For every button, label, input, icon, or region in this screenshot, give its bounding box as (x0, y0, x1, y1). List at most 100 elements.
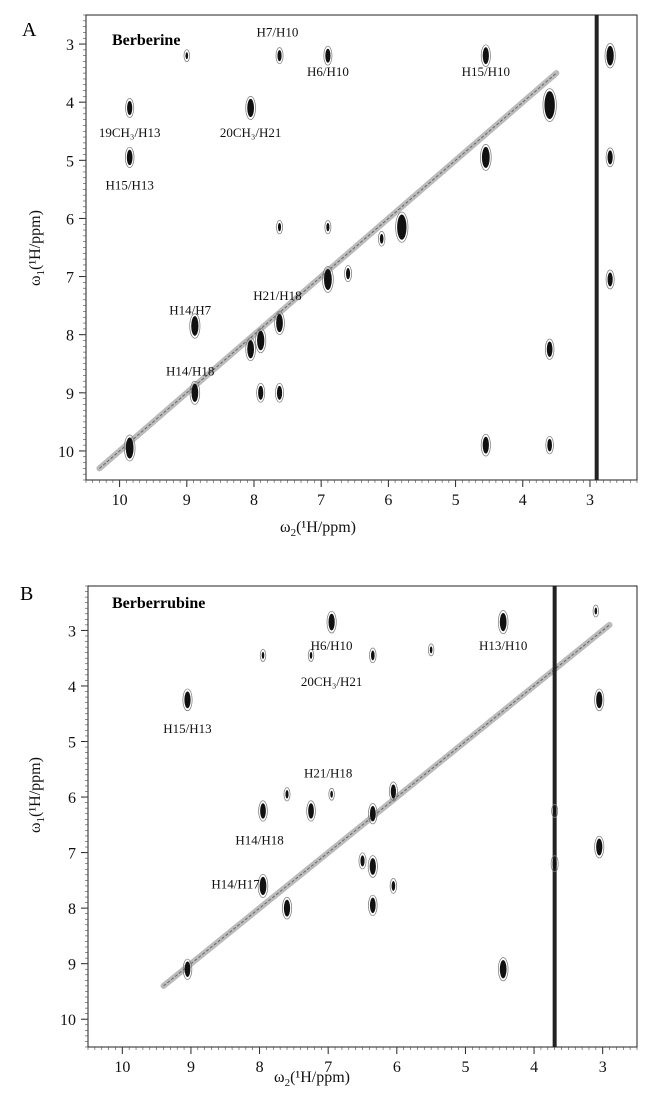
cross-peak (247, 98, 255, 118)
cross-peak (553, 806, 557, 816)
cross-peak-contour (604, 43, 616, 69)
cross-peak (596, 691, 603, 709)
cross-peak-contour (256, 382, 266, 403)
x-tick-label: 7 (324, 1059, 332, 1076)
cross-peak-contour (480, 44, 491, 67)
y-tick-label: 5 (66, 153, 74, 170)
cross-peak-contour (275, 47, 284, 65)
cross-peak (191, 316, 199, 336)
cross-peak (258, 385, 264, 400)
cross-peak-contour (276, 220, 283, 235)
panel-letter: A (22, 19, 37, 41)
cross-peak-contour (328, 787, 335, 801)
cross-peak-contour (367, 855, 378, 878)
peak-label: 20CH₃/H21 (301, 674, 363, 689)
cross-peak-contour (189, 380, 201, 405)
cross-peak (482, 436, 489, 454)
cross-peak-contour (594, 835, 605, 859)
cross-peak-contour (189, 313, 201, 339)
y-tick-label: 9 (66, 386, 74, 403)
cross-peak (283, 899, 291, 917)
x-tick-label: 6 (384, 492, 392, 509)
peak-label: H14/H7 (169, 302, 211, 317)
cross-peak (184, 961, 191, 977)
x-tick-label: 10 (114, 1059, 130, 1076)
cross-peak-contour (551, 803, 559, 818)
x-axis-units: (¹H/ppm) (290, 1069, 350, 1086)
panel-b: 10 9 8 7 6 5 4 3 3 4 5 6 7 8 9 10 H6/H10 H13/H10 20CH₃/H21… (0, 560, 649, 1093)
cross-peak-contour (257, 873, 269, 898)
cross-peak-contour (395, 211, 409, 243)
x-tick-label: 3 (586, 492, 594, 509)
cross-peak-contour (542, 88, 557, 122)
cross-peak-contour (368, 894, 378, 916)
peak-label: H13/H10 (479, 638, 527, 653)
cross-peak (544, 91, 555, 120)
cross-peak (429, 646, 433, 654)
solvent-stripe (594, 15, 599, 480)
cross-peak-contour (259, 649, 267, 662)
cross-peak (369, 897, 376, 914)
x-tick-label: 5 (461, 1059, 469, 1076)
y-tick-label: 7 (68, 846, 76, 863)
cross-peak (277, 222, 282, 232)
y-axis-symbol: ω (27, 275, 44, 286)
cross-peak-contour (545, 435, 554, 455)
y-tick-label: 10 (58, 444, 74, 461)
cross-peak-contour (283, 787, 291, 802)
cross-peak-contour (550, 855, 559, 873)
cross-peak (594, 607, 598, 615)
cross-peak-contour (255, 327, 267, 354)
peak-label: 19CH₃/H13 (99, 125, 161, 140)
peak-label: H6/H10 (311, 638, 353, 653)
cross-peak (276, 385, 283, 400)
cross-peak (260, 803, 266, 819)
cross-peak-contour (274, 311, 285, 336)
diagonal-line (163, 624, 610, 987)
panel-a: 10 9 8 7 6 5 4 3 3 4 5 6 7 8 9 10 H7/H10 H6/H10 H15/H10 19C… (22, 14, 638, 539)
cross-peak-contour (324, 220, 332, 235)
compound-name: Berberrubine (112, 595, 205, 612)
cross-peak-contour (323, 45, 333, 66)
cross-peak (369, 858, 376, 875)
cross-peak-contour (592, 604, 599, 618)
cross-peak-contour (377, 231, 386, 247)
peak-label: H14/H18 (166, 363, 214, 378)
cross-peak (191, 383, 199, 402)
cross-peak (345, 268, 351, 280)
cross-peak-contour (275, 382, 284, 403)
x-axis-units: (¹H/ppm) (296, 519, 356, 536)
cross-peak (499, 960, 507, 979)
cross-peak-contour (344, 265, 352, 283)
cross-peak (125, 437, 134, 459)
cross-peak-contour (427, 643, 435, 657)
cross-peak-contour (544, 338, 555, 360)
y-axis-title: ω1(¹H/ppm) (27, 757, 47, 833)
cross-peak (257, 330, 265, 351)
x-tick-label: 10 (112, 492, 128, 509)
cross-peak-contour (480, 433, 491, 457)
y-axis-subscript: 1 (35, 270, 47, 276)
panel-letter: B (20, 583, 33, 605)
peak-label: 20CH₃/H21 (220, 125, 282, 140)
x-tick-label: 7 (317, 492, 325, 509)
cross-peak-contour (125, 98, 135, 118)
cross-peak (184, 691, 191, 709)
y-tick-label: 3 (66, 37, 74, 54)
cross-peak-contour (282, 896, 292, 920)
peak-label: H14/H17 (211, 877, 260, 892)
cross-peak (547, 438, 552, 452)
cross-peak-contour (497, 610, 509, 635)
peak-label: H21/H18 (253, 288, 301, 303)
cross-peak-contour (497, 957, 509, 982)
cross-peak-contour (326, 610, 337, 634)
x-tick-label: 3 (599, 1059, 607, 1076)
cross-peak (325, 48, 331, 63)
x-tick-label: 9 (187, 1059, 195, 1076)
cross-peak (499, 613, 507, 632)
cross-peak-contour (258, 800, 268, 822)
cross-peak-contour (245, 337, 256, 362)
cross-peak-contour (183, 49, 190, 63)
y-axis-units: (¹H/ppm) (27, 210, 44, 270)
cross-peak-contour (306, 800, 316, 822)
